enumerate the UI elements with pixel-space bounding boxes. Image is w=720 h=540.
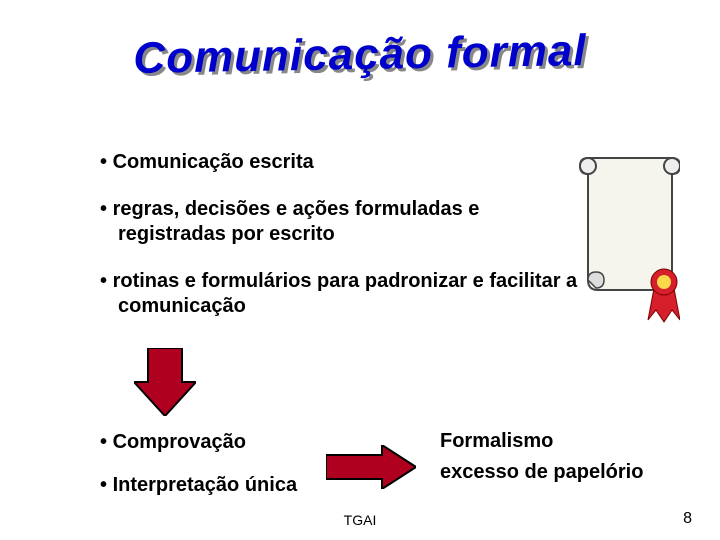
bullet-interpretacao: • Interpretação única [100, 473, 297, 498]
bullet-1: • Comunicação escrita [100, 150, 580, 175]
formalismo-label: Formalismo [440, 430, 643, 453]
right-arrow-icon [326, 445, 416, 494]
bullet-comprovacao-text: Comprovação [113, 431, 246, 453]
bullet-1-text: Comunicação escrita [113, 151, 314, 173]
bullet-3-text: rotinas e formulários para padronizar e … [113, 270, 578, 317]
bullet-interpretacao-text: Interpretação única [113, 474, 298, 496]
bullet-2-text: regras, decisões e ações formuladas e re… [113, 198, 480, 245]
down-arrow-icon [134, 348, 196, 421]
bullet-3: • rotinas e formulários para padronizar … [100, 269, 580, 319]
main-bullet-list: • Comunicação escrita • regras, decisões… [100, 150, 580, 341]
page-number: 8 [683, 510, 692, 528]
footer-label: TGAI [344, 512, 377, 528]
lower-left-bullets: • Comprovação • Interpretação única [100, 430, 297, 516]
bullet-comprovacao: • Comprovação [100, 430, 297, 455]
slide-title: Comunicação formal [133, 26, 587, 84]
papelorio-label: excesso de papelório [440, 461, 643, 484]
bullet-2: • regras, decisões e ações formuladas e … [100, 197, 580, 247]
lower-right-text: Formalismo excesso de papelório [440, 430, 643, 492]
scroll-ribbon-icon [570, 150, 680, 345]
